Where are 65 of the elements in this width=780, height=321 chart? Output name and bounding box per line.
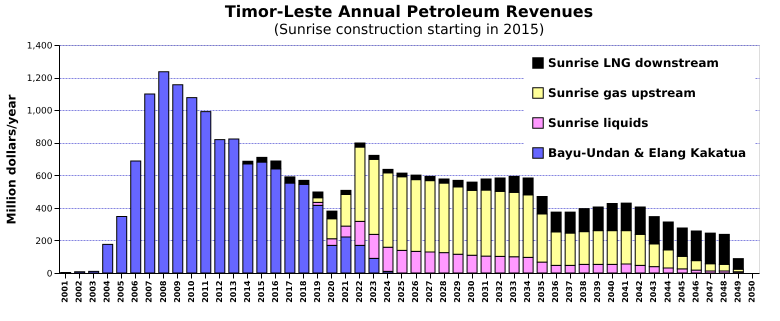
x-tick-label: 2017 xyxy=(284,280,294,303)
x-tick-label: 2039 xyxy=(593,280,602,303)
y-tick-label: 1,000 xyxy=(26,106,53,117)
x-tick-label: 2005 xyxy=(116,280,126,303)
x-tick-label: 2045 xyxy=(677,280,686,303)
legend-label: Sunrise LNG downstream xyxy=(548,56,719,70)
x-tick-label: 2025 xyxy=(396,280,406,303)
x-tick-label: 2042 xyxy=(635,280,644,303)
x-tick-label: 2006 xyxy=(130,280,140,303)
y-tick-label: 400 xyxy=(35,204,53,214)
x-tick-label: 2038 xyxy=(579,280,588,303)
y-axis-title: Million dollars/year xyxy=(4,94,19,224)
x-tick-label: 2026 xyxy=(411,280,420,303)
x-tick-label: 2043 xyxy=(649,280,658,303)
x-tick-label: 2001 xyxy=(60,280,70,303)
y-tick-label: 200 xyxy=(35,236,53,247)
x-tick-label: 2015 xyxy=(256,280,266,303)
x-tick-label: 2019 xyxy=(312,280,322,303)
x-tick-label: 2041 xyxy=(621,280,630,303)
x-tick-label: 2002 xyxy=(74,280,84,303)
x-tick-label: 2007 xyxy=(144,280,154,303)
x-tick-label: 2030 xyxy=(467,280,476,303)
x-tick-label: 2004 xyxy=(102,280,112,303)
x-tick-label: 2011 xyxy=(200,280,210,303)
x-tick-label: 2018 xyxy=(298,280,308,303)
x-tick-label: 2048 xyxy=(719,280,728,303)
x-tick-label: 2034 xyxy=(523,280,532,303)
x-tick-label: 2050 xyxy=(747,280,756,303)
x-tick-label: 2012 xyxy=(214,280,224,303)
x-tick-label: 2031 xyxy=(481,280,490,303)
x-tick-label: 2016 xyxy=(270,280,280,303)
x-tick-label: 2033 xyxy=(509,280,518,303)
x-tick-label: 2024 xyxy=(382,280,392,303)
y-tick-label: 0 xyxy=(46,270,53,280)
y-tick-label: 600 xyxy=(35,172,53,182)
x-tick-label: 2032 xyxy=(495,280,504,303)
x-tick-label: 2021 xyxy=(340,280,350,303)
x-tick-label: 2046 xyxy=(691,280,700,303)
legend-label: Bayu-Undan & Elang Kakatua xyxy=(548,146,746,160)
x-tick-label: 2003 xyxy=(88,280,98,303)
x-tick-label: 2022 xyxy=(354,280,364,303)
legend-label: Sunrise liquids xyxy=(548,116,648,130)
x-tick-label: 2014 xyxy=(242,280,252,303)
x-tick-label: 2027 xyxy=(425,280,434,303)
x-tick-label: 2029 xyxy=(453,280,462,303)
x-tick-label: 2013 xyxy=(228,280,238,303)
legend-label: Sunrise gas upstream xyxy=(548,86,696,100)
x-tick-label: 2010 xyxy=(186,280,196,303)
x-tick-label: 2037 xyxy=(565,280,574,303)
y-tick-label: 1,400 xyxy=(26,42,53,52)
x-tick-label: 2023 xyxy=(368,280,378,303)
y-tick-label: 800 xyxy=(35,139,53,150)
x-tick-label: 2008 xyxy=(158,280,168,303)
y-tick-label: 1,200 xyxy=(26,74,53,84)
chart-subtitle: (Sunrise construction starting in 2015) xyxy=(274,22,544,38)
x-tick-label: 2028 xyxy=(439,280,448,303)
x-tick-label: 2044 xyxy=(663,280,672,303)
x-tick-label: 2047 xyxy=(705,280,714,303)
x-tick-label: 2036 xyxy=(551,280,560,303)
chart-title: Timor-Leste Annual Petroleum Revenues xyxy=(224,2,594,21)
x-tick-label: 2040 xyxy=(607,280,616,303)
x-tick-label: 2009 xyxy=(172,280,182,303)
x-tick-label: 2049 xyxy=(733,280,742,303)
x-tick-label: 2020 xyxy=(326,280,336,303)
x-tick-label: 2035 xyxy=(537,280,546,303)
